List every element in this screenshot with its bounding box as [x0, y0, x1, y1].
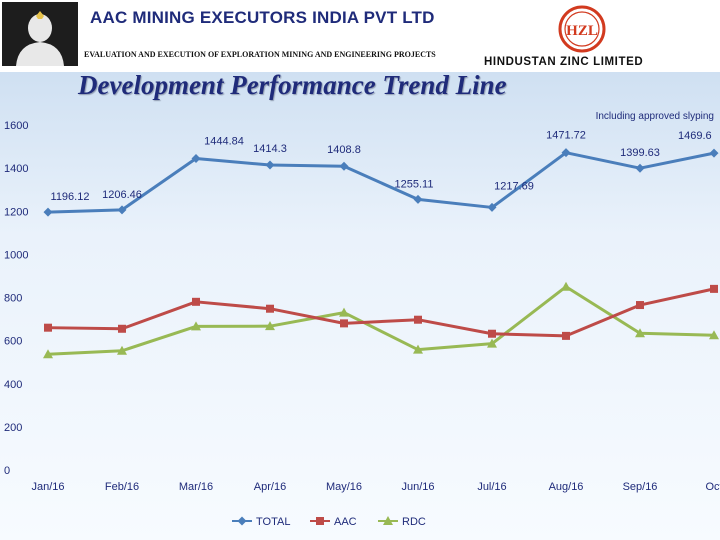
- x-tick-label: Jan/16: [31, 481, 64, 493]
- y-tick-label: 1400: [4, 163, 28, 175]
- y-tick-label: 1200: [4, 206, 28, 218]
- y-tick-label: 400: [4, 379, 22, 391]
- x-axis: Jan/16 Feb/16 Mar/16 Apr/16 May/16 Jun/16 Jul/…: [31, 481, 720, 493]
- x-tick-label: Jun/16: [401, 481, 434, 493]
- person-silhouette-icon: [16, 11, 64, 66]
- data-label: 1471.72: [546, 130, 586, 142]
- x-tick-label: Sep/16: [623, 481, 658, 493]
- y-tick-label: 1600: [4, 120, 28, 132]
- data-point: [44, 323, 52, 332]
- data-point: [191, 153, 201, 163]
- data-point: [265, 160, 275, 170]
- y-tick-label: 800: [4, 293, 22, 305]
- data-label: 1469.6: [678, 130, 712, 142]
- legend-label: AAC: [334, 516, 357, 528]
- data-point: [339, 161, 349, 171]
- series-line-aac: [47, 287, 715, 338]
- data-point: [487, 338, 497, 348]
- series-layer: [43, 148, 719, 359]
- company-title: AAC MINING EXECUTORS INDIA PVT LTD: [90, 8, 435, 27]
- partner-name: HINDUSTAN ZINC LIMITED: [484, 56, 644, 68]
- data-point: [118, 324, 126, 333]
- header-bar: AAC MINING EXECUTORS INDIA PVT LTD EVALU…: [0, 0, 720, 72]
- legend-label: TOTAL: [256, 516, 290, 528]
- y-tick-label: 1000: [4, 249, 28, 261]
- data-labels: 1196.12 1206.46 1444.84 1414.3 1408.8 1255.11…: [51, 130, 712, 203]
- data-label: 1217.69: [494, 180, 534, 192]
- data-point: [414, 315, 422, 324]
- chart-title: Development Performance Trend Line: [78, 70, 507, 100]
- data-point: [43, 207, 53, 217]
- y-tick-label: 200: [4, 422, 22, 434]
- data-point: [191, 321, 201, 331]
- data-point: [635, 328, 645, 338]
- data-point: [710, 284, 718, 293]
- legend-label: RDC: [402, 516, 426, 528]
- data-label: 1255.11: [395, 178, 434, 190]
- data-point: [709, 330, 719, 340]
- data-point: [383, 516, 393, 525]
- data-point: [339, 307, 349, 317]
- x-tick-label: May/16: [326, 481, 362, 493]
- data-point: [561, 281, 571, 291]
- data-point: [117, 205, 127, 215]
- y-tick-label: 600: [4, 336, 22, 348]
- avatar: [2, 2, 78, 66]
- x-tick-label: Apr/16: [254, 481, 286, 493]
- data-label: 1414.3: [253, 143, 287, 155]
- data-point: [192, 297, 200, 306]
- data-point: [266, 304, 274, 313]
- y-tick-label: 0: [4, 465, 10, 477]
- data-label: 1399.63: [620, 147, 660, 159]
- data-point: [340, 319, 348, 328]
- y-axis: 0 200 400 600 800 1000 1200 1400 1600: [4, 120, 28, 477]
- chart-background: [0, 72, 720, 540]
- data-label: 1444.84: [204, 135, 244, 147]
- data-label: 1206.46: [102, 189, 142, 201]
- x-tick-label: Oct: [705, 481, 720, 493]
- hzl-logo: HZL: [558, 5, 606, 53]
- data-point: [265, 321, 275, 331]
- company-subtitle: EVALUATION AND EXECUTION OF EXPLORATION …: [84, 50, 436, 59]
- x-tick-label: Mar/16: [179, 481, 213, 493]
- data-point: [635, 163, 645, 173]
- data-point: [709, 148, 719, 158]
- series-line-total: [47, 151, 715, 214]
- x-tick-label: Aug/16: [549, 481, 584, 493]
- data-point: [43, 349, 53, 359]
- data-point: [561, 148, 571, 158]
- data-label: 1408.8: [327, 144, 361, 156]
- hzl-logo-text: HZL: [566, 23, 598, 39]
- data-point: [237, 516, 247, 526]
- data-label: 1196.12: [51, 191, 90, 203]
- data-point: [488, 329, 496, 338]
- legend: TOTAL AAC RDC: [232, 516, 426, 528]
- series-line-rdc: [47, 285, 715, 356]
- data-point: [636, 301, 644, 310]
- data-point: [413, 344, 423, 354]
- x-tick-label: Feb/16: [105, 481, 139, 493]
- chart-note: Including approved slyping: [595, 111, 714, 122]
- data-point: [316, 517, 324, 525]
- data-point: [487, 202, 497, 212]
- data-point: [562, 331, 570, 340]
- x-tick-label: Jul/16: [477, 481, 506, 493]
- data-point: [117, 345, 127, 355]
- data-point: [413, 194, 423, 204]
